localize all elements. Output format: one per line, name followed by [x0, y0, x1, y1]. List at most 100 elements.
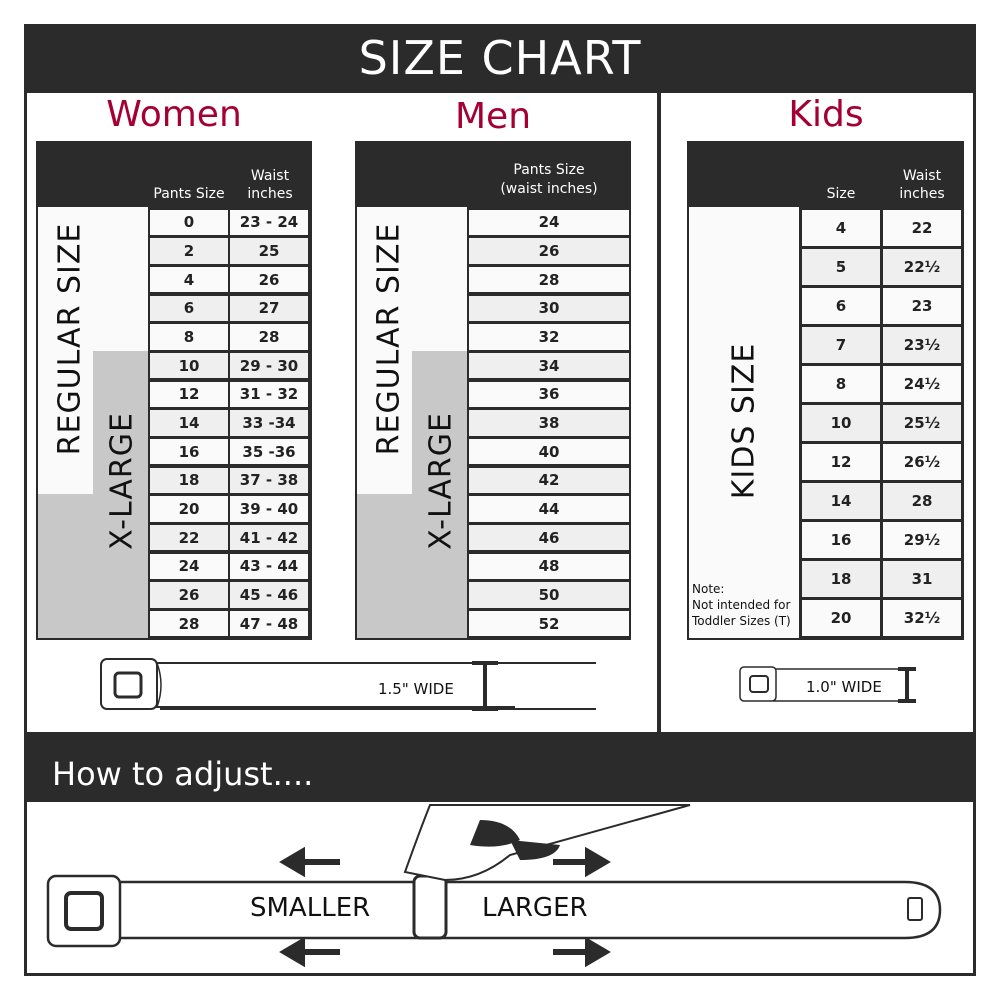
kids-size-cell: 8 — [802, 365, 880, 402]
kids-waist-cell: 23 — [883, 287, 961, 324]
women-waist-cell: 43 - 44 — [230, 553, 308, 580]
women-waist-cell: 31 - 32 — [230, 381, 308, 408]
men-size-cell: 46 — [469, 524, 629, 551]
women-size-cell: 0 — [150, 209, 228, 236]
regular-area — [357, 207, 467, 351]
kids-size-cell: 10 — [802, 404, 880, 442]
larger-label: LARGER — [482, 893, 588, 923]
women-size-cell: 6 — [150, 295, 228, 322]
men-col-sub: (waist inches) — [500, 181, 598, 197]
kids-title: Kids — [788, 94, 864, 135]
arrow-left-top — [279, 846, 340, 878]
women-waist-cell: 23 - 24 — [230, 209, 308, 236]
regular-size-label: REGULAR SIZE — [52, 222, 88, 456]
adjust-title: How to adjust.... — [24, 732, 976, 802]
note: Note: Not intended for Toddler Sizes (T) — [692, 582, 791, 628]
kids-waist-cell: 25½ — [883, 404, 961, 442]
kids-size-cell: 6 — [802, 287, 880, 324]
kids-waist-cell: 22½ — [883, 248, 961, 285]
kids-size-cell: 5 — [802, 248, 880, 285]
women-waist-cell: 29 - 30 — [230, 352, 308, 379]
divider — [657, 92, 661, 732]
women-waist-cell: 28 — [230, 324, 308, 350]
men-size-cell: 52 — [469, 610, 629, 637]
kids-waist-cell: 31 — [883, 561, 961, 598]
women-size-cell: 20 — [150, 496, 228, 522]
women-size-cell: 22 — [150, 524, 228, 551]
men-title: Men — [454, 96, 532, 137]
kids-col-waist: Waist inches — [899, 168, 945, 202]
men-size-cell: 24 — [469, 209, 629, 236]
men-size-cell: 32 — [469, 324, 629, 350]
adjust-illustration — [46, 804, 942, 968]
kids-size-label: KIDS SIZE — [726, 342, 762, 500]
men-size-cell: 48 — [469, 553, 629, 580]
women-size-cell: 14 — [150, 410, 228, 436]
width-marker — [160, 661, 596, 711]
men-size-cell: 36 — [469, 381, 629, 408]
women-size-cell: 2 — [150, 238, 228, 264]
women-size-cell: 26 — [150, 582, 228, 608]
page-title: SIZE CHART — [24, 24, 976, 93]
women-waist-cell: 25 — [230, 238, 308, 264]
kids-waist-cell: 26½ — [883, 444, 961, 481]
men-size-cell: 44 — [469, 496, 629, 522]
kids-size-cell: 16 — [802, 522, 880, 559]
arrow-left-bottom — [279, 936, 340, 968]
men-col-pants: Pants Size — [513, 162, 585, 178]
regular-size-label: REGULAR SIZE — [371, 222, 407, 456]
kids-waist-cell: 23½ — [883, 326, 961, 363]
women-size-cell: 10 — [150, 352, 228, 379]
women-waist-cell: 37 - 38 — [230, 467, 308, 494]
kids-waist-cell: 32½ — [883, 600, 961, 637]
women-waist-cell: 26 — [230, 266, 308, 293]
men-size-cell: 42 — [469, 467, 629, 494]
men-size-cell: 38 — [469, 410, 629, 436]
kids-col-size: Size — [826, 186, 856, 202]
women-size-cell: 16 — [150, 438, 228, 465]
kids-size-cell: 12 — [802, 444, 880, 481]
kids-belt-width: 1.0" WIDE — [806, 678, 882, 696]
regular-area — [38, 207, 148, 351]
kids-size-cell: 14 — [802, 483, 880, 520]
women-waist-cell: 27 — [230, 295, 308, 322]
men-size-cell: 40 — [469, 438, 629, 465]
kids-area — [689, 207, 799, 638]
xlarge-label: X-LARGE — [423, 412, 459, 550]
women-waist-cell: 33 -34 — [230, 410, 308, 436]
arrow-right-bottom — [553, 936, 611, 968]
xlarge-label: X-LARGE — [104, 412, 140, 550]
kids-size-cell: 7 — [802, 326, 880, 363]
women-waist-cell: 35 -36 — [230, 438, 308, 465]
women-title: Women — [106, 94, 242, 135]
kids-belt-illustration — [739, 666, 916, 703]
kids-table: Size Waist inches KIDS SIZE Note: Not in… — [687, 141, 964, 640]
women-size-cell: 24 — [150, 553, 228, 580]
women-col-pants: Pants Size — [153, 186, 225, 202]
men-size-cell: 34 — [469, 352, 629, 379]
kids-waist-cell: 24½ — [883, 365, 961, 402]
women-size-cell: 18 — [150, 467, 228, 494]
men-size-cell: 28 — [469, 266, 629, 293]
women-size-cell: 8 — [150, 324, 228, 350]
kids-size-cell: 20 — [802, 600, 880, 637]
smaller-label: SMALLER — [250, 893, 371, 923]
kids-size-cell: 4 — [802, 209, 880, 246]
men-size-cell: 26 — [469, 238, 629, 264]
women-size-cell: 12 — [150, 381, 228, 408]
women-size-cell: 4 — [150, 266, 228, 293]
women-waist-cell: 41 - 42 — [230, 524, 308, 551]
women-waist-cell: 45 - 46 — [230, 582, 308, 608]
men-size-cell: 50 — [469, 582, 629, 608]
women-col-waist: Waist inches — [247, 168, 293, 202]
women-table: Pants Size Waist inches REGULAR SIZE X-L… — [36, 141, 312, 640]
women-waist-cell: 47 - 48 — [230, 610, 308, 637]
kids-waist-cell: 28 — [883, 483, 961, 520]
arrow-right-top — [553, 846, 611, 878]
men-table: Pants Size (waist inches) REGULAR SIZE X… — [355, 141, 631, 640]
kids-size-cell: 18 — [802, 561, 880, 598]
kids-waist-cell: 29½ — [883, 522, 961, 559]
men-size-cell: 30 — [469, 295, 629, 322]
kids-waist-cell: 22 — [883, 209, 961, 246]
women-waist-cell: 39 - 40 — [230, 496, 308, 522]
